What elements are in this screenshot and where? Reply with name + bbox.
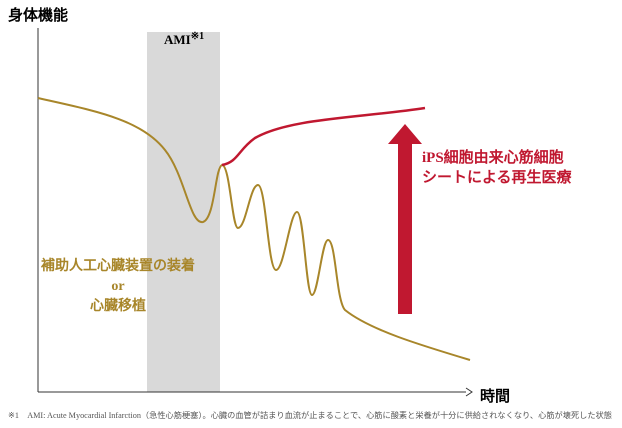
arrow-shaft [398, 142, 412, 314]
left-annotation-2: or [111, 279, 124, 294]
x-axis-label: 時間 [480, 387, 510, 405]
recovery-curve [221, 106, 426, 167]
ami-band [147, 32, 220, 392]
ami-text: AMI [164, 32, 191, 47]
ami-note: ※1 [191, 31, 204, 42]
left-annotation-3: 心臓移植 [90, 297, 146, 314]
y-axis-label: 身体機能 [8, 6, 68, 24]
arrow-head [388, 124, 422, 144]
decline-curve [37, 97, 471, 361]
ami-label: AMI※1 [164, 31, 204, 47]
right-annotation-1: iPS細胞由来心筋細胞 [422, 148, 564, 166]
x-axis-arrow [465, 387, 473, 397]
footnote: ※1 AMI: Acute Myocardial Infarction（急性心筋… [8, 410, 612, 420]
right-annotation-2: シートによる再生医療 [422, 168, 573, 186]
left-annotation-1: 補助人工心臓装置の装着 [40, 257, 195, 274]
